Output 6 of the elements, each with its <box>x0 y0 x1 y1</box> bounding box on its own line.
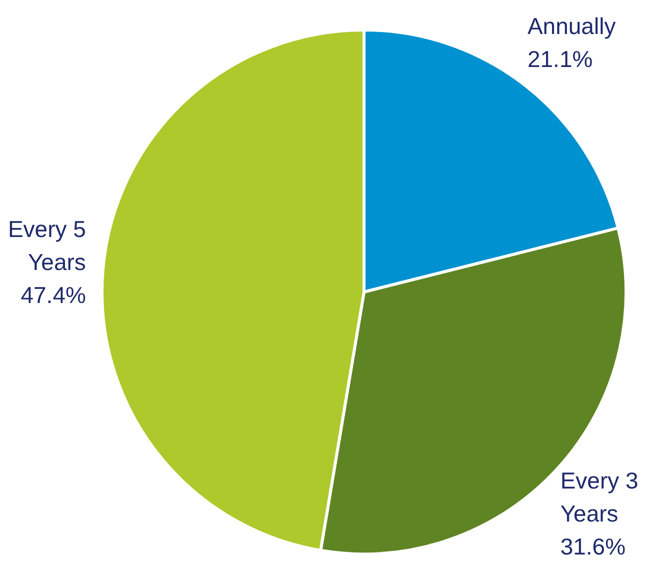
data-label: 47.4% <box>20 282 86 308</box>
slice-label: Annually <box>527 13 616 40</box>
data-label: 31.6% <box>560 534 626 560</box>
slice-label: Every 3 Years <box>560 468 638 527</box>
slice-label: Every 5 Years <box>8 216 86 276</box>
data-label: 21.1% <box>527 46 593 72</box>
